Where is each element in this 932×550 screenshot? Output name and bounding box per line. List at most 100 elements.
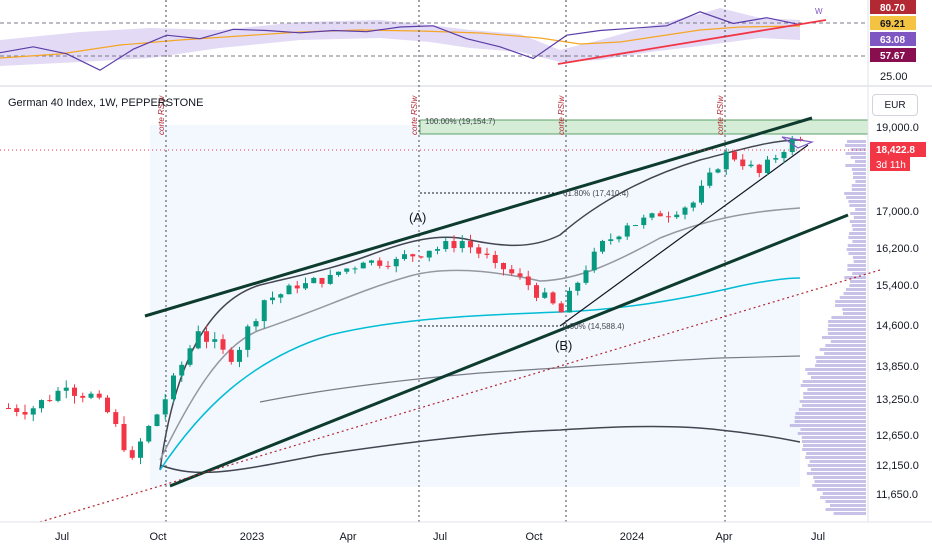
volume-profile-bar (806, 472, 866, 475)
rsi-badge (870, 16, 916, 30)
candle-body (484, 253, 490, 255)
candle-body (649, 213, 655, 218)
price-tick: 12,150.0 (876, 460, 919, 472)
volume-profile-bar (852, 240, 866, 243)
time-tick: Apr (715, 531, 732, 543)
rsi-badge-label: 63.08 (880, 35, 905, 46)
volume-profile-bar (803, 396, 866, 399)
volume-profile-bar (799, 400, 866, 403)
candle-body (534, 285, 539, 298)
candle-body (278, 294, 284, 298)
candle-body (39, 400, 44, 409)
volume-profile-bar (846, 248, 866, 251)
volume-profile-bar (853, 260, 866, 263)
candle-body (624, 225, 630, 237)
volume-profile-bar (835, 304, 866, 307)
volume-profile-bar (848, 252, 866, 255)
candle-body (435, 249, 440, 251)
price-tick: 15,400.0 (876, 280, 919, 292)
candle-body (63, 387, 69, 391)
fib-mid-label: 61.80% (17,410.4) (563, 189, 629, 198)
time-axis-labels: Jul Oct 2023 Apr Jul Oct 2024 Apr Jul (55, 531, 825, 543)
candle-body (451, 241, 457, 249)
candle-body (542, 292, 548, 298)
candle-body (740, 159, 746, 167)
volume-profile-bar (797, 432, 866, 435)
wave-b-label: (B) (555, 338, 572, 353)
candle-body (402, 254, 407, 259)
volume-profile-bar (848, 200, 866, 203)
candle-body (583, 270, 589, 283)
candle-body (88, 393, 94, 398)
event-line-label: corte RSIw (557, 95, 566, 135)
last-price-badge (870, 142, 926, 157)
volume-profile-bar (820, 496, 866, 499)
volume-profile-bar (855, 208, 866, 211)
rsi-badge (870, 32, 916, 46)
volume-profile (789, 140, 866, 515)
time-tick: Apr (339, 531, 356, 543)
rsi-badge (870, 0, 916, 14)
candle-body (748, 164, 754, 167)
candle-body (179, 364, 185, 376)
volume-profile-bar (848, 236, 866, 239)
volume-profile-bar (853, 216, 866, 219)
volume-profile-bar (815, 356, 866, 359)
candle-body (468, 241, 473, 248)
candle-body (600, 240, 605, 252)
volume-profile-bar (814, 480, 866, 483)
rsi-band (0, 8, 800, 66)
volume-profile-bar (851, 184, 866, 187)
price-axis-labels: 19,000.0 17,000.0 16,200.0 15,400.0 14,600.0… (876, 122, 919, 501)
channel-lower (169, 213, 849, 488)
volume-profile-bar (822, 492, 866, 495)
volume-profile-bar (801, 440, 866, 443)
volume-profile-bar (816, 360, 866, 363)
volume-profile-bar (794, 420, 866, 423)
candle-body (765, 159, 770, 174)
candle-body (525, 276, 531, 286)
volume-profile-bar (833, 512, 866, 515)
time-tick: Jul (811, 531, 825, 543)
candle-body (369, 260, 374, 263)
candle-body (286, 285, 292, 295)
candle-body (616, 236, 622, 240)
volume-profile-bar (819, 348, 866, 351)
candle-body (426, 250, 432, 258)
volume-profile-bar (813, 476, 866, 479)
volume-profile-bar (798, 408, 866, 411)
volume-profile-bar (800, 428, 866, 431)
candle-body (690, 202, 696, 208)
volume-profile-bar (844, 144, 866, 147)
candle-body (476, 247, 482, 254)
event-line-label: corte RSIw (410, 95, 419, 135)
volume-profile-bar (847, 244, 866, 247)
candle-body (666, 216, 671, 218)
volume-profile-bar (843, 292, 866, 295)
candle-body (80, 395, 86, 398)
candle-body (237, 349, 242, 362)
candle-body (393, 258, 399, 267)
candle-body (781, 152, 787, 159)
candle-body (270, 297, 275, 301)
price-tick: 12,650.0 (876, 430, 919, 442)
inner-trendline (559, 144, 809, 327)
projection-arrow (781, 136, 815, 149)
volume-profile-bar (852, 172, 866, 175)
price-tick: 13,250.0 (876, 394, 919, 406)
currency-button[interactable]: EUR (872, 94, 918, 116)
volume-profile-bar (812, 484, 866, 487)
candle-body (608, 239, 614, 241)
candle-body (162, 399, 168, 415)
fib-top-label: 100.00% (19,154.7) (425, 117, 496, 126)
candle-body (105, 397, 110, 413)
candle-body (154, 414, 160, 427)
candle-body (715, 169, 721, 173)
candle-body (550, 292, 556, 304)
volume-profile-bar (850, 212, 866, 215)
volume-profile-bar (845, 164, 866, 167)
candle-body (567, 290, 572, 313)
volume-profile-bar (824, 352, 866, 355)
rsi-line (0, 11, 801, 71)
